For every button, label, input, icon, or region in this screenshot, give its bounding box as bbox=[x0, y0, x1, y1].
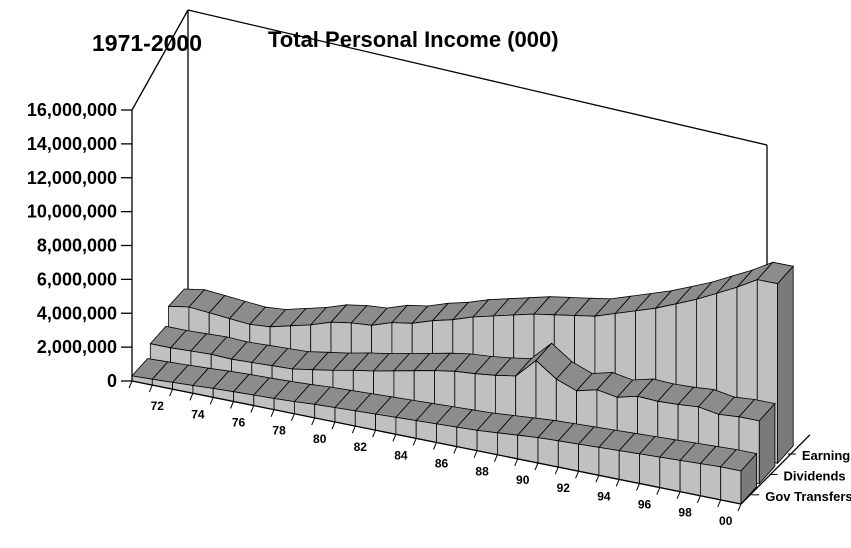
y-tick-label: 4,000,000 bbox=[37, 303, 117, 323]
x-tick-label: 72 bbox=[151, 399, 165, 413]
chart-subtitle: 1971-2000 bbox=[92, 30, 202, 56]
axis-layer: 0 2,000,000 4,000,000 6,000,000 8,000,000 10,… bbox=[27, 100, 851, 528]
x-tick-label: 92 bbox=[557, 481, 571, 495]
x-tick-mark bbox=[615, 479, 620, 487]
ribbon-front-face bbox=[334, 407, 356, 427]
x-tick-label: 00 bbox=[719, 514, 733, 528]
x-tick-label: 82 bbox=[354, 440, 368, 454]
x-tick-mark bbox=[554, 466, 559, 475]
ribbon-front-face bbox=[659, 456, 681, 493]
x-tick-label: 96 bbox=[638, 498, 652, 512]
x-tick-mark bbox=[534, 462, 539, 471]
x-tick-label: 84 bbox=[394, 448, 408, 462]
y-tick-label: 14,000,000 bbox=[27, 134, 117, 154]
x-tick-mark bbox=[473, 450, 478, 458]
x-tick-mark bbox=[696, 495, 701, 503]
ribbon-front-face bbox=[700, 463, 722, 501]
x-tick-mark bbox=[636, 483, 640, 491]
x-tick-mark bbox=[290, 413, 295, 421]
series-label: Earnings bbox=[802, 448, 851, 463]
y-tick-label: 12,000,000 bbox=[27, 168, 117, 188]
x-tick-mark bbox=[372, 430, 377, 438]
series-label: Dividends bbox=[784, 468, 846, 483]
wall-top-left-edge bbox=[131, 9, 189, 111]
series-label: Gov Transfers bbox=[765, 489, 851, 504]
ribbon-front-face bbox=[598, 446, 620, 480]
x-tick-mark bbox=[270, 409, 275, 417]
x-tick-label: 80 bbox=[313, 432, 327, 446]
x-tick-mark bbox=[148, 384, 153, 393]
y-tick-label: 8,000,000 bbox=[37, 236, 117, 256]
y-tick-label: 2,000,000 bbox=[37, 337, 117, 357]
ribbon-front-face bbox=[679, 459, 701, 497]
ribbon-end-cap bbox=[758, 402, 776, 485]
y-tick-label: 10,000,000 bbox=[27, 202, 117, 222]
x-tick-mark bbox=[392, 434, 397, 442]
ribbon-front-face bbox=[578, 443, 600, 476]
series-layer bbox=[131, 261, 794, 506]
x-tick-mark bbox=[412, 438, 417, 446]
ribbon-end-cap bbox=[740, 452, 757, 506]
x-tick-label: 90 bbox=[516, 473, 530, 487]
x-tick-label: 94 bbox=[597, 489, 611, 503]
x-tick-mark bbox=[351, 425, 356, 434]
series-ribbon bbox=[131, 358, 758, 506]
wall-top-edge bbox=[187, 9, 768, 146]
x-tick-label: 76 bbox=[232, 416, 246, 430]
x-tick-label: 86 bbox=[435, 457, 449, 471]
x-tick-label: 88 bbox=[475, 465, 489, 479]
x-tick-mark bbox=[514, 458, 519, 467]
y-tick-label: 6,000,000 bbox=[37, 269, 117, 289]
ribbon-front-face bbox=[720, 466, 742, 505]
ribbon-front-face bbox=[537, 437, 559, 468]
ribbon-front-face bbox=[557, 440, 579, 472]
chart-title: Total Personal Income (000) bbox=[268, 27, 559, 52]
x-tick-mark bbox=[595, 475, 600, 483]
ribbon-end-cap bbox=[777, 265, 794, 465]
ribbon-front-face bbox=[517, 434, 539, 464]
x-tick-mark bbox=[717, 499, 722, 508]
x-tick-mark bbox=[656, 487, 661, 495]
x-tick-mark bbox=[250, 405, 255, 413]
ribbon-front-face bbox=[639, 453, 661, 489]
depth-axis-line bbox=[740, 434, 811, 505]
x-tick-mark bbox=[128, 380, 133, 389]
y-tick-label: 16,000,000 bbox=[27, 100, 117, 120]
x-tick-label: 78 bbox=[272, 424, 286, 438]
x-tick-mark bbox=[575, 471, 580, 479]
x-tick-mark bbox=[209, 397, 214, 405]
x-tick-label: 98 bbox=[678, 506, 692, 520]
x-tick-mark bbox=[331, 421, 336, 430]
x-tick-mark bbox=[453, 446, 458, 454]
x-tick-mark bbox=[230, 401, 234, 409]
x-tick-mark bbox=[311, 417, 316, 426]
y-tick-label: 0 bbox=[107, 371, 117, 391]
x-tick-mark bbox=[169, 389, 174, 397]
x-tick-mark bbox=[493, 454, 498, 462]
x-tick-mark bbox=[189, 393, 194, 401]
x-tick-mark bbox=[676, 491, 681, 499]
ribbon-front-face bbox=[618, 450, 640, 484]
x-tick-mark bbox=[433, 442, 437, 450]
x-tick-label: 74 bbox=[191, 407, 205, 421]
x-tick-mark bbox=[737, 503, 742, 512]
